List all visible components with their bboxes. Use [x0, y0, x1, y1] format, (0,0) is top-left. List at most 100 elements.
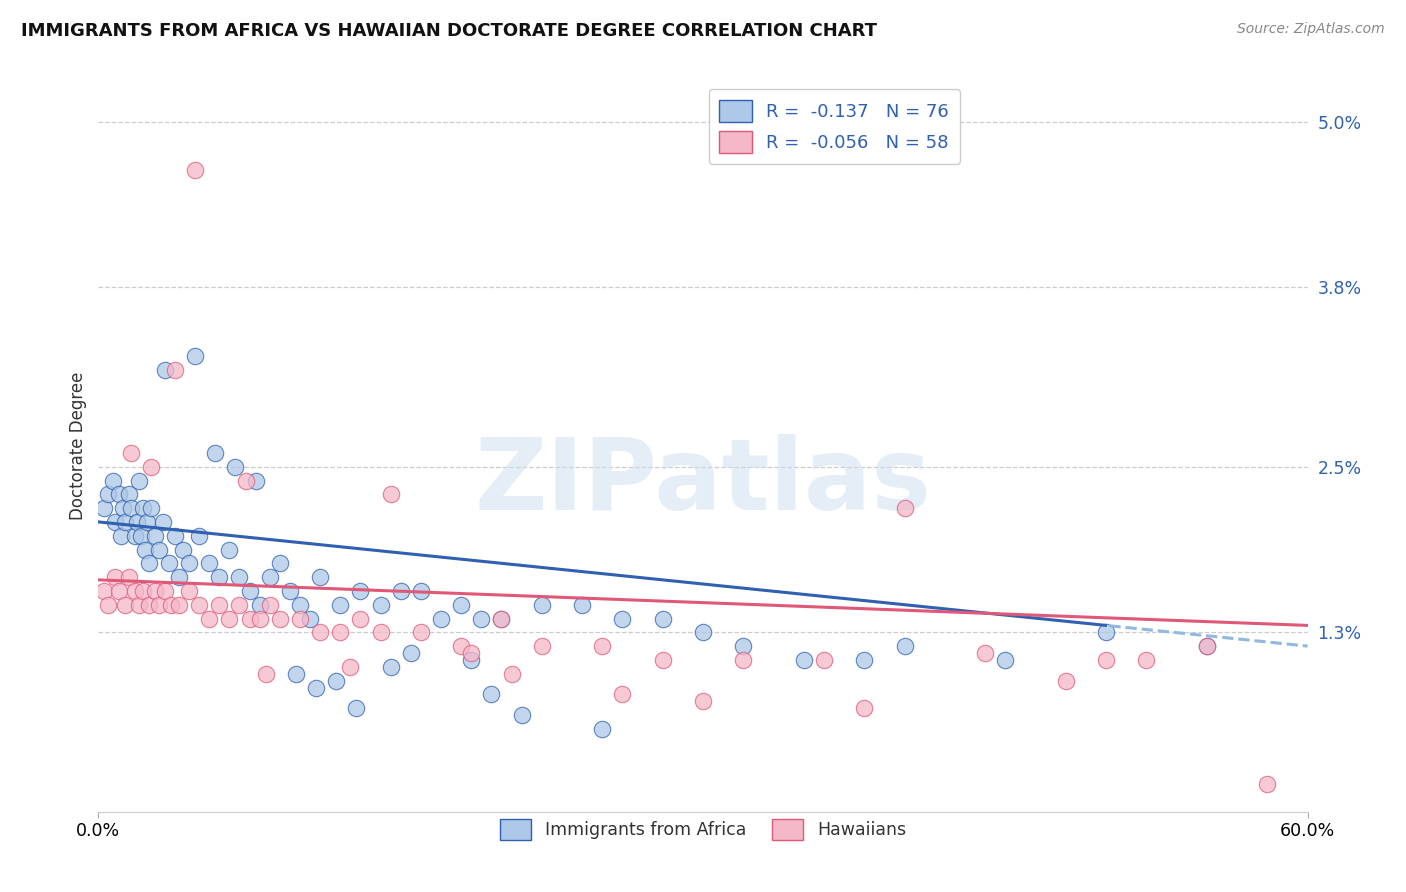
Point	[349, 611, 371, 625]
Point	[853, 701, 876, 715]
Point	[167, 598, 190, 612]
Point	[228, 598, 250, 612]
Point	[269, 611, 291, 625]
Point	[97, 598, 120, 612]
Point	[288, 611, 311, 625]
Point	[245, 474, 267, 488]
Point	[612, 687, 634, 701]
Point	[118, 487, 141, 501]
Point	[1135, 653, 1157, 667]
Point	[103, 515, 125, 529]
Point	[218, 611, 240, 625]
Point	[153, 583, 176, 598]
Point	[128, 474, 150, 488]
Point	[114, 598, 136, 612]
Point	[114, 515, 136, 529]
Point	[278, 583, 301, 598]
Point	[93, 583, 115, 598]
Point	[305, 681, 328, 695]
Point	[132, 583, 155, 598]
Point	[254, 666, 277, 681]
Point	[733, 653, 755, 667]
Point	[134, 542, 156, 557]
Point	[651, 653, 673, 667]
Point	[208, 598, 231, 612]
Point	[380, 487, 402, 501]
Point	[501, 666, 523, 681]
Point	[460, 646, 482, 660]
Point	[793, 653, 815, 667]
Point	[103, 570, 125, 584]
Point	[198, 557, 221, 571]
Text: ZIPatlas: ZIPatlas	[475, 434, 931, 531]
Point	[269, 557, 291, 571]
Point	[389, 583, 412, 598]
Point	[167, 570, 190, 584]
Point	[239, 611, 262, 625]
Point	[101, 474, 124, 488]
Point	[893, 639, 915, 653]
Point	[284, 666, 307, 681]
Point	[309, 570, 332, 584]
Point	[125, 515, 148, 529]
Point	[491, 611, 513, 625]
Point	[157, 557, 180, 571]
Point	[370, 625, 392, 640]
Point	[733, 639, 755, 653]
Point	[179, 557, 201, 571]
Point	[974, 646, 997, 660]
Point	[349, 583, 371, 598]
Point	[399, 646, 422, 660]
Point	[692, 625, 714, 640]
Point	[692, 694, 714, 708]
Point	[380, 660, 402, 674]
Point	[481, 687, 503, 701]
Point	[329, 598, 352, 612]
Point	[249, 598, 271, 612]
Point	[138, 598, 160, 612]
Point	[239, 583, 262, 598]
Point	[184, 163, 207, 178]
Point	[344, 701, 367, 715]
Point	[204, 446, 226, 460]
Point	[1195, 639, 1218, 653]
Point	[470, 611, 492, 625]
Point	[111, 501, 134, 516]
Point	[409, 625, 432, 640]
Point	[460, 653, 482, 667]
Point	[1195, 639, 1218, 653]
Point	[160, 598, 183, 612]
Point	[450, 639, 472, 653]
Point	[188, 598, 211, 612]
Point	[259, 598, 281, 612]
Point	[118, 570, 141, 584]
Point	[143, 583, 166, 598]
Point	[893, 501, 915, 516]
Point	[224, 459, 246, 474]
Point	[107, 583, 129, 598]
Point	[179, 583, 201, 598]
Point	[153, 363, 176, 377]
Point	[148, 542, 170, 557]
Point	[172, 542, 194, 557]
Point	[93, 501, 115, 516]
Point	[124, 583, 146, 598]
Point	[138, 557, 160, 571]
Point	[235, 474, 257, 488]
Point	[107, 487, 129, 501]
Point	[148, 598, 170, 612]
Point	[129, 529, 152, 543]
Point	[139, 501, 162, 516]
Point	[135, 515, 157, 529]
Point	[1256, 777, 1278, 791]
Point	[651, 611, 673, 625]
Point	[128, 598, 150, 612]
Point	[329, 625, 352, 640]
Point	[450, 598, 472, 612]
Point	[853, 653, 876, 667]
Point	[591, 722, 613, 736]
Point	[325, 673, 347, 688]
Point	[208, 570, 231, 584]
Point	[591, 639, 613, 653]
Point	[571, 598, 593, 612]
